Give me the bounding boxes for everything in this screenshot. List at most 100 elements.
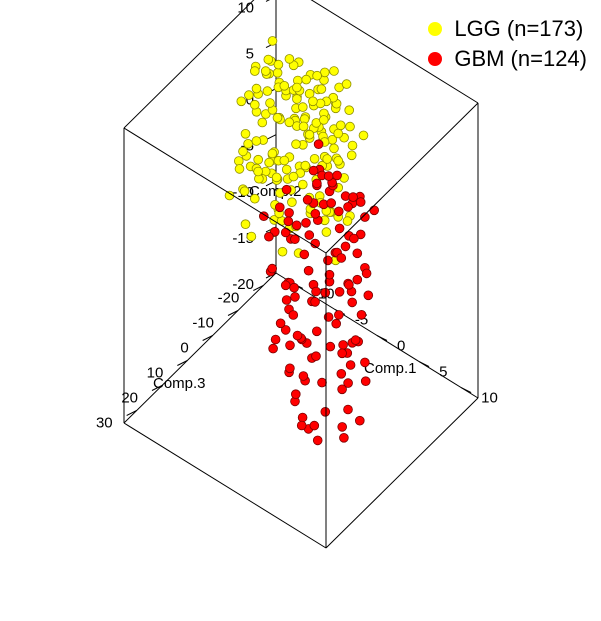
z-axis-tick-label: 10	[147, 365, 164, 382]
lgg-point	[240, 129, 251, 139]
x-axis-tick	[418, 361, 430, 367]
lgg-point	[341, 79, 352, 89]
y-axis-tick	[265, 0, 270, 2]
lgg-point	[308, 96, 318, 107]
gbm-point	[264, 231, 274, 242]
lgg-point	[279, 155, 290, 166]
gbm-point	[285, 340, 295, 351]
x-axis-label: Comp.1	[364, 360, 417, 377]
lgg-point	[267, 36, 278, 46]
box-edge	[325, 397, 479, 549]
box-edge	[123, 0, 255, 129]
gbm-point	[340, 241, 351, 252]
gbm-point	[310, 297, 320, 307]
legend: LGG (n=173) GBM (n=124)	[428, 14, 587, 74]
lgg-point	[344, 105, 355, 115]
lgg-point	[250, 99, 260, 110]
lgg-point	[239, 186, 250, 197]
z-axis-tick	[151, 385, 163, 391]
gbm-point	[331, 318, 342, 329]
gbm-point	[326, 198, 337, 208]
gbm-point	[301, 218, 311, 228]
gbm-point	[333, 310, 344, 320]
lgg-point	[347, 140, 358, 151]
lgg-point	[288, 171, 299, 182]
z-axis-tick	[202, 335, 213, 341]
lgg-point	[335, 120, 346, 131]
lgg-point	[263, 54, 274, 65]
gbm-point	[349, 233, 359, 244]
gbm-point	[309, 420, 320, 431]
x-axis-tick-label: 10	[481, 390, 498, 407]
gbm-point	[337, 384, 347, 395]
box-front-edges	[123, 0, 479, 549]
y-axis-tick-label: -20	[232, 276, 254, 293]
y-axis-tick-label: 5	[246, 46, 254, 63]
lgg-point	[272, 68, 283, 78]
z-axis-tick	[177, 360, 188, 366]
gbm-point	[343, 202, 353, 212]
lgg-point	[284, 54, 295, 64]
z-axis-tick	[126, 410, 137, 416]
gbm-point	[332, 170, 342, 181]
lgg-point	[300, 160, 311, 171]
gbm-point	[291, 220, 302, 231]
gbm-point	[339, 432, 349, 443]
gbm-point	[288, 310, 299, 320]
gbm-point	[337, 422, 348, 432]
legend-item-gbm: GBM (n=124)	[428, 44, 587, 74]
lgg-point	[246, 231, 257, 242]
gbm-point	[311, 286, 321, 297]
gbm-point	[280, 280, 291, 291]
gbm-point	[352, 274, 363, 285]
z-axis-tick	[253, 285, 264, 291]
z-axis-label: Comp.3	[153, 375, 206, 392]
gbm-point	[303, 265, 314, 276]
gbm-point	[347, 297, 358, 308]
lgg-point	[272, 113, 283, 123]
gbm-point	[360, 212, 370, 222]
lgg-point	[273, 59, 284, 70]
lgg-point	[277, 246, 288, 257]
gbm-point	[290, 292, 300, 302]
lgg-point	[281, 164, 292, 175]
gbm-point	[354, 415, 365, 426]
lgg-point	[309, 154, 320, 164]
lgg-point	[342, 216, 353, 226]
gbm-point	[343, 404, 353, 415]
gbm-point	[361, 268, 372, 279]
gbm-point	[304, 230, 315, 240]
z-axis-tick-label: -10	[192, 315, 214, 332]
x-axis-tick	[376, 335, 388, 341]
lgg-point	[284, 117, 295, 128]
box-edge	[123, 127, 327, 254]
lgg-point	[234, 164, 245, 174]
gbm-point	[258, 211, 269, 222]
gbm-point	[323, 171, 334, 181]
gbm-point	[356, 309, 367, 320]
gbm-point	[270, 334, 281, 345]
gbm-point	[302, 195, 313, 205]
data-points	[224, 36, 380, 446]
gbm-point	[324, 269, 335, 280]
gbm-point	[268, 343, 278, 354]
gbm-point	[275, 318, 286, 329]
lgg-point	[279, 81, 290, 91]
gbm-point	[334, 223, 345, 234]
x-axis-tick	[460, 387, 472, 394]
lgg-point	[238, 146, 248, 157]
gbm-point	[283, 216, 294, 227]
gbm-point	[290, 389, 301, 400]
lgg-point	[251, 136, 262, 146]
gbm-point	[338, 340, 348, 350]
gbm-point	[274, 202, 285, 213]
gbm-point	[343, 378, 353, 388]
gbm-point	[323, 255, 333, 266]
lgg-point	[297, 102, 308, 112]
gbm-point	[350, 335, 361, 345]
x-axis-tick-label: 5	[439, 364, 447, 381]
gbm-point	[289, 282, 299, 293]
lgg-point	[260, 66, 271, 76]
box-edge-back	[123, 272, 277, 424]
gbm-point	[325, 341, 336, 352]
